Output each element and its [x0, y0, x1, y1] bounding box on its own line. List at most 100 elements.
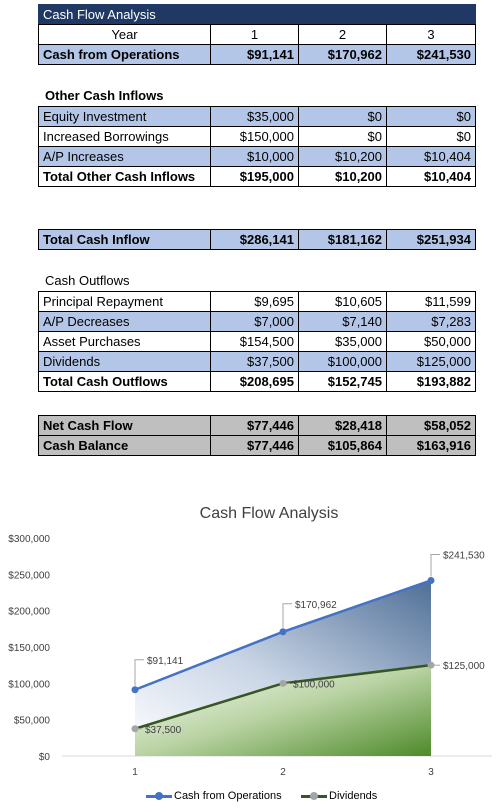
cell: $10,000 — [210, 146, 299, 167]
ops-row: Cash from Operations $91,141 $170,962 $2… — [38, 44, 477, 65]
row-label: Net Cash Flow — [38, 415, 211, 436]
data-point — [427, 576, 435, 584]
cell: $208,695 — [210, 371, 299, 392]
data-point — [131, 686, 139, 694]
cash-flow-chart: Cash Flow Analysis $0 $50,000 $100,000 $150… — [8, 505, 492, 778]
x-tick-label: 1 — [132, 767, 138, 778]
cell: $10,200 — [298, 166, 387, 187]
data-label: $125,000 — [443, 661, 485, 672]
cell: $0 — [386, 106, 476, 127]
cell: $0 — [386, 126, 476, 147]
year-col-3: 3 — [385, 24, 477, 45]
cell: $150,000 — [210, 126, 299, 147]
legend-swatch-dividends — [301, 790, 327, 802]
data-label: $37,500 — [145, 725, 182, 736]
cell: $9,695 — [210, 291, 299, 312]
data-label: $91,141 — [147, 656, 184, 667]
x-axis: 1 2 3 — [62, 755, 492, 778]
legend-item-dividends: Dividends — [301, 790, 377, 802]
cell: $37,500 — [210, 351, 299, 372]
total-row: Total Other Cash Inflows $195,000 $10,20… — [38, 166, 476, 187]
net-cash-flow-row: Net Cash Flow $77,446 $28,418 $58,052 — [38, 415, 476, 436]
data-label: $241,530 — [443, 550, 485, 561]
table-row: Increased Borrowings $150,000 $0 $0 — [38, 126, 476, 147]
row-label: Principal Repayment — [38, 291, 211, 312]
total-inflow-row: Total Cash Inflow $286,141 $181,162 $251… — [38, 229, 476, 250]
cell: $0 — [298, 106, 387, 127]
title-row: Cash Flow Analysis — [37, 4, 477, 25]
header-table: Cash Flow Analysis Year 1 2 3 Cash from … — [37, 4, 477, 65]
cell: $7,000 — [210, 311, 299, 332]
table-row: Asset Purchases $154,500 $35,000 $50,000 — [38, 331, 476, 352]
table-row: Dividends $37,500 $100,000 $125,000 — [38, 351, 476, 372]
cell: $35,000 — [298, 331, 387, 352]
cell: $154,500 — [210, 331, 299, 352]
cell: $195,000 — [210, 166, 299, 187]
y-tick-label: $0 — [39, 752, 51, 763]
cell: $11,599 — [386, 291, 476, 312]
cell: $77,446 — [210, 415, 299, 436]
cell: $28,418 — [298, 415, 387, 436]
table-title: Cash Flow Analysis — [37, 4, 477, 25]
row-label: A/P Decreases — [38, 311, 211, 332]
summary-table: Net Cash Flow $77,446 $28,418 $58,052 Ca… — [38, 415, 476, 456]
row-label: Total Other Cash Inflows — [38, 166, 211, 187]
chart-areas — [135, 580, 431, 756]
chart-marks: $91,141 $170,962 $241,530 $37,500 $100,000 $1… — [131, 550, 485, 736]
year-col-2: 2 — [298, 24, 387, 45]
cell: $286,141 — [210, 229, 299, 250]
cell: $35,000 — [210, 106, 299, 127]
y-tick-label: $300,000 — [8, 534, 50, 545]
cell: $152,745 — [298, 371, 387, 392]
y-tick-label: $100,000 — [8, 679, 50, 690]
y-axis: $0 $50,000 $100,000 $150,000 $200,000 $250,00… — [8, 534, 50, 763]
cell: $10,404 — [386, 146, 476, 167]
total-row: Total Cash Outflows $208,695 $152,745 $1… — [38, 371, 476, 392]
table-row: A/P Decreases $7,000 $7,140 $7,283 — [38, 311, 476, 332]
cell: $125,000 — [386, 351, 476, 372]
x-tick-label: 3 — [428, 767, 434, 778]
outflows-table: Principal Repayment $9,695 $10,605 $11,5… — [38, 291, 476, 392]
row-label: Asset Purchases — [38, 331, 211, 352]
table-row: Equity Investment $35,000 $0 $0 — [38, 106, 476, 127]
year-label: Year — [38, 24, 211, 45]
total-inflow-table: Total Cash Inflow $286,141 $181,162 $251… — [38, 229, 476, 250]
data-label: $170,962 — [295, 600, 337, 611]
cell: $181,162 — [298, 229, 387, 250]
label-leader — [282, 603, 292, 628]
cell: $77,446 — [210, 435, 299, 456]
cell: $251,934 — [386, 229, 476, 250]
cell: $50,000 — [386, 331, 476, 352]
other-inflows-table: Equity Investment $35,000 $0 $0 Increase… — [38, 106, 476, 187]
row-label: Increased Borrowings — [38, 126, 211, 147]
cell: $193,882 — [386, 371, 476, 392]
cell: $241,530 — [385, 44, 477, 65]
label-leader — [430, 553, 440, 577]
legend-item-ops: Cash from Operations — [146, 790, 282, 802]
legend-swatch-ops — [146, 790, 172, 802]
cell: $163,916 — [386, 435, 476, 456]
y-tick-label: $150,000 — [8, 643, 50, 654]
data-label: $100,000 — [293, 679, 335, 690]
cell: $170,962 — [298, 44, 387, 65]
legend-label: Cash from Operations — [174, 790, 282, 802]
cell: $58,052 — [386, 415, 476, 436]
label-leader — [134, 659, 144, 686]
row-label: Cash from Operations — [38, 44, 211, 65]
other-inflows-heading: Other Cash Inflows — [45, 88, 164, 103]
cell: $100,000 — [298, 351, 387, 372]
cell: $10,404 — [386, 166, 476, 187]
year-row: Year 1 2 3 — [38, 24, 477, 45]
cell: $91,141 — [210, 44, 299, 65]
row-label: Cash Balance — [38, 435, 211, 456]
cell: $7,140 — [298, 311, 387, 332]
chart-title: Cash Flow Analysis — [200, 505, 339, 522]
cell: $7,283 — [386, 311, 476, 332]
legend-label: Dividends — [329, 790, 378, 802]
cell: $10,200 — [298, 146, 387, 167]
y-tick-label: $250,000 — [8, 570, 50, 581]
row-label: A/P Increases — [38, 146, 211, 167]
outflows-heading: Cash Outflows — [45, 273, 130, 288]
row-label: Equity Investment — [38, 106, 211, 127]
cash-balance-row: Cash Balance $77,446 $105,864 $163,916 — [38, 435, 476, 456]
